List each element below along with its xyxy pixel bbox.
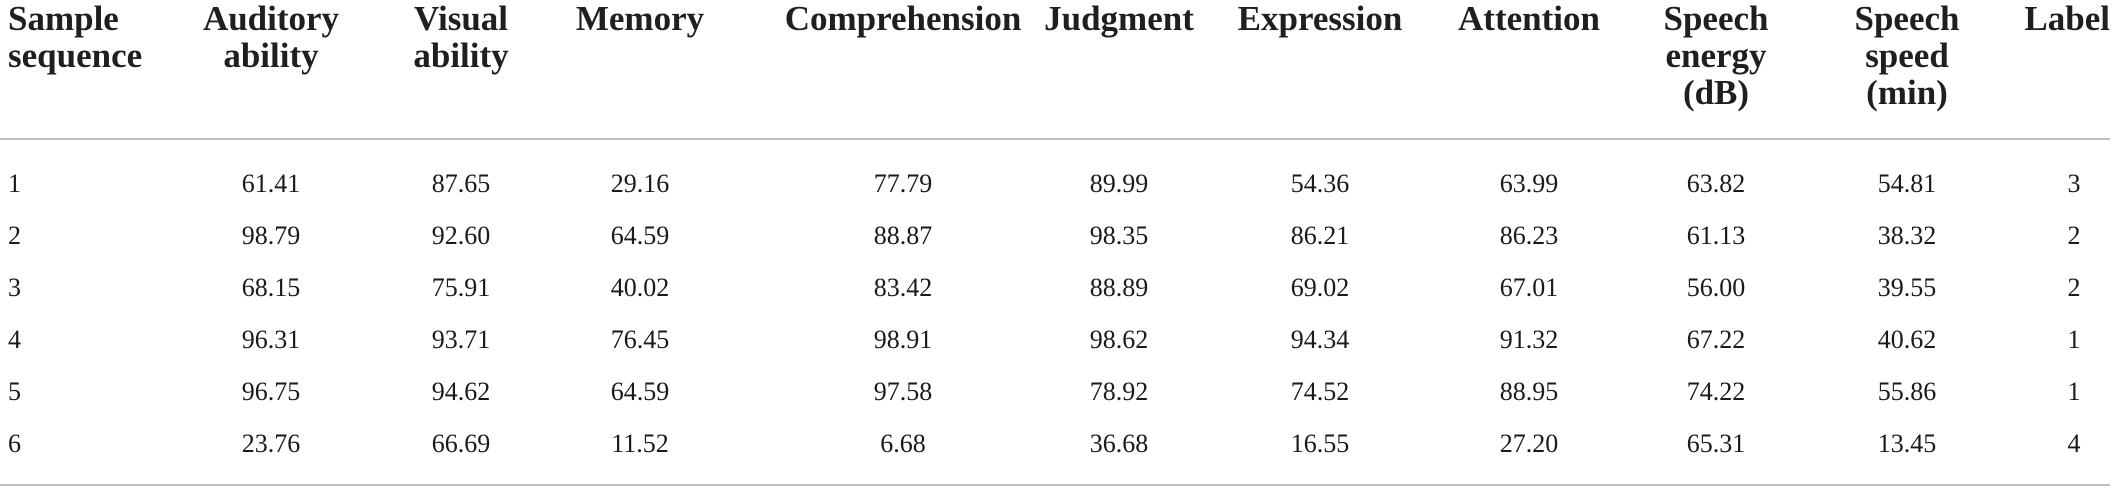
cell-label: 1	[2067, 325, 2081, 354]
cell-expression: 94.34	[1290, 325, 1350, 354]
header-judgment: Judgment	[1044, 0, 1194, 38]
cell-expression: 54.36	[1290, 169, 1350, 198]
cell-auditory-ability: 96.31	[241, 325, 301, 354]
cell-visual-ability: 75.91	[431, 273, 491, 302]
cell-memory: 64.59	[610, 377, 670, 406]
cell-attention: 63.99	[1499, 169, 1559, 198]
cell-auditory-ability: 61.41	[241, 169, 301, 198]
cell-speech-energy: 65.31	[1686, 429, 1746, 458]
header-attention: Attention	[1458, 0, 1600, 38]
cell-label: 1	[2067, 377, 2081, 406]
cell-memory: 76.45	[610, 325, 670, 354]
cell-speech-speed: 40.62	[1877, 325, 1937, 354]
cell-judgment: 89.99	[1089, 169, 1149, 198]
cell-sample-sequence: 6	[8, 429, 21, 458]
cell-comprehension: 97.58	[873, 377, 933, 406]
cell-auditory-ability: 98.79	[241, 221, 301, 250]
cell-speech-speed: 54.81	[1877, 169, 1937, 198]
cell-comprehension: 77.79	[873, 169, 933, 198]
cell-comprehension: 6.68	[880, 429, 926, 458]
cell-visual-ability: 94.62	[431, 377, 491, 406]
cell-memory: 64.59	[610, 221, 670, 250]
cell-sample-sequence: 2	[8, 221, 21, 250]
cell-speech-energy: 74.22	[1686, 377, 1746, 406]
header-speech-energy: Speech energy (dB)	[1663, 0, 1769, 112]
table-bottom-rule	[0, 484, 2110, 486]
cell-speech-speed: 55.86	[1877, 377, 1937, 406]
cell-judgment: 36.68	[1089, 429, 1149, 458]
cell-memory: 11.52	[611, 429, 669, 458]
header-sample-sequence: Sample sequence	[8, 0, 143, 75]
cell-judgment: 88.89	[1089, 273, 1149, 302]
cell-expression: 74.52	[1290, 377, 1350, 406]
cell-judgment: 98.62	[1089, 325, 1149, 354]
cell-sample-sequence: 5	[8, 377, 21, 406]
cell-speech-energy: 56.00	[1686, 273, 1746, 302]
cell-label: 2	[2067, 221, 2081, 250]
header-bottom-rule	[0, 138, 2110, 140]
cell-auditory-ability: 23.76	[241, 429, 301, 458]
cell-judgment: 78.92	[1089, 377, 1149, 406]
cell-attention: 27.20	[1499, 429, 1559, 458]
cell-speech-energy: 61.13	[1686, 221, 1746, 250]
cell-speech-speed: 38.32	[1877, 221, 1937, 250]
header-memory: Memory	[575, 0, 705, 38]
cell-expression: 86.21	[1290, 221, 1350, 250]
cell-label: 2	[2067, 273, 2081, 302]
cell-speech-energy: 67.22	[1686, 325, 1746, 354]
cell-memory: 29.16	[610, 169, 670, 198]
header-auditory-ability: Auditory ability	[202, 0, 340, 75]
cell-label: 3	[2067, 169, 2081, 198]
cell-visual-ability: 87.65	[431, 169, 491, 198]
cell-sample-sequence: 3	[8, 273, 21, 302]
cell-expression: 16.55	[1290, 429, 1350, 458]
cell-attention: 88.95	[1499, 377, 1559, 406]
cell-visual-ability: 66.69	[431, 429, 491, 458]
cell-attention: 86.23	[1499, 221, 1559, 250]
cell-expression: 69.02	[1290, 273, 1350, 302]
cell-visual-ability: 92.60	[431, 221, 491, 250]
header-comprehension: Comprehension	[784, 0, 1022, 38]
cell-speech-speed: 39.55	[1877, 273, 1937, 302]
header-visual-ability: Visual ability	[413, 0, 509, 75]
header-speech-speed: Speech speed (min)	[1854, 0, 1960, 112]
cell-attention: 91.32	[1499, 325, 1559, 354]
cell-comprehension: 88.87	[873, 221, 933, 250]
cell-sample-sequence: 4	[8, 325, 21, 354]
cell-speech-energy: 63.82	[1686, 169, 1746, 198]
cell-sample-sequence: 1	[8, 169, 21, 198]
header-label: Label	[2024, 0, 2110, 38]
cell-judgment: 98.35	[1089, 221, 1149, 250]
cell-auditory-ability: 68.15	[241, 273, 301, 302]
cell-memory: 40.02	[610, 273, 670, 302]
cell-auditory-ability: 96.75	[241, 377, 301, 406]
cell-comprehension: 83.42	[873, 273, 933, 302]
cell-visual-ability: 93.71	[431, 325, 491, 354]
cell-label: 4	[2067, 429, 2081, 458]
cell-speech-speed: 13.45	[1877, 429, 1937, 458]
cell-attention: 67.01	[1499, 273, 1559, 302]
header-expression: Expression	[1237, 0, 1403, 38]
cell-comprehension: 98.91	[873, 325, 933, 354]
